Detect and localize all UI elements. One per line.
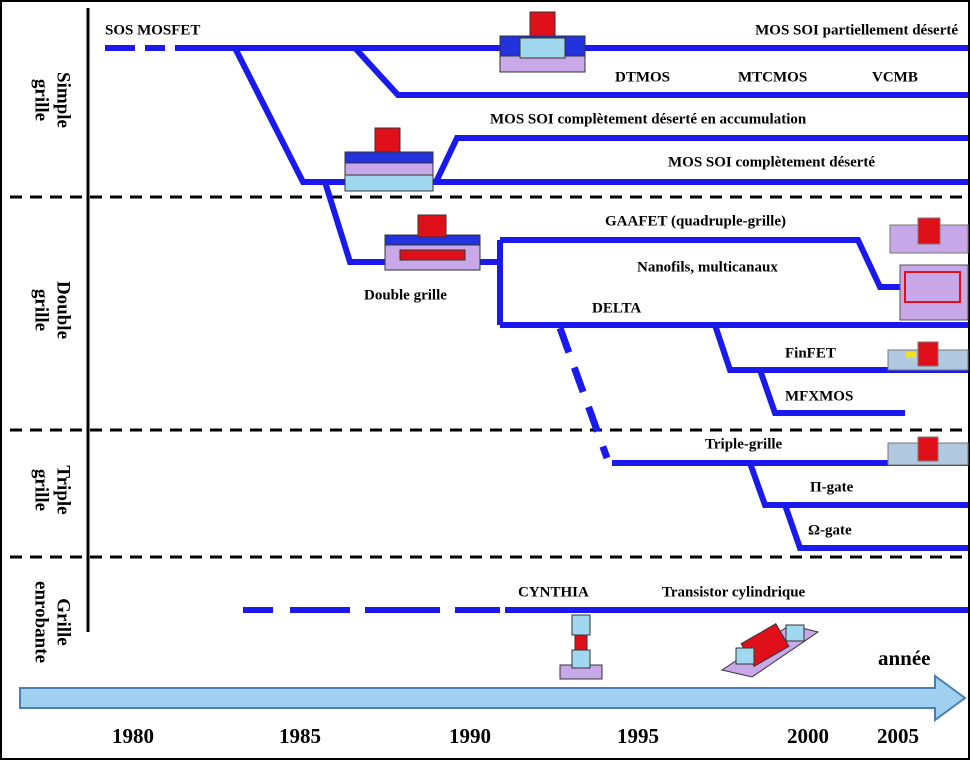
year-label: 1980: [112, 724, 154, 748]
branch: [433, 135, 968, 184]
branch: [782, 504, 968, 551]
icon: [785, 624, 805, 642]
branch-label: Triple-grille: [705, 436, 783, 452]
branch: [500, 237, 900, 290]
branch-label: Π-gate: [810, 479, 854, 495]
branch: [232, 46, 968, 185]
branch-label: SOS MOSFET: [105, 22, 200, 38]
timeline-label: année: [878, 646, 931, 670]
branch-label: FinFET: [785, 345, 836, 361]
year-label: 2005: [877, 724, 919, 748]
device-icons: [344, 11, 969, 680]
icon: [519, 37, 566, 59]
branch-label: Transistor cylindrique: [662, 584, 806, 600]
icon: [571, 614, 591, 636]
year-label: 1995: [617, 724, 659, 748]
section-label: grille: [31, 289, 52, 331]
icon: [906, 352, 916, 358]
year-label: 1985: [279, 724, 321, 748]
timeline-arrow: [19, 674, 967, 722]
branch-label: MFXMOS: [785, 388, 853, 404]
icon: [417, 214, 447, 238]
icon: [899, 264, 969, 321]
section-label: Simple: [53, 72, 74, 128]
branch-label: DELTA: [592, 300, 641, 316]
branch-label: MTCMOS: [738, 69, 807, 85]
branch-label: MOS SOI complètement déserté en accumula…: [490, 111, 807, 127]
section-label: Double: [53, 281, 74, 339]
icon: [529, 11, 556, 37]
section-label: Grille: [53, 598, 74, 645]
icon: [904, 271, 961, 303]
branch-label: DTMOS: [615, 69, 670, 85]
icon: [374, 127, 401, 153]
section-label: enrobante: [31, 581, 52, 663]
icon: [344, 174, 434, 192]
section-label: grille: [31, 79, 52, 121]
icon: [917, 436, 939, 462]
branch: [747, 461, 968, 508]
icon: [735, 647, 755, 665]
branch-dash: [556, 326, 611, 460]
section-label: grille: [31, 469, 52, 511]
icon: [574, 634, 588, 651]
branch-label: Nanofils, multicanaux: [637, 259, 778, 275]
year-label: 1990: [449, 724, 491, 748]
icon: [571, 649, 591, 669]
year-label: 2000: [787, 724, 829, 748]
branch-label: MOS SOI partiellement déserté: [755, 22, 958, 38]
branch-label: Ω-gate: [808, 522, 852, 538]
branch: [757, 369, 905, 416]
branch-label: Double grille: [364, 287, 447, 303]
icon: [399, 249, 466, 261]
branch-label: MOS SOI complètement déserté: [668, 154, 875, 170]
section-label: Triple: [53, 465, 74, 514]
branch-label: GAAFET (quadruple-grille): [605, 213, 786, 229]
branch-label: CYNTHIA: [518, 584, 589, 600]
icon: [344, 162, 434, 176]
branch-label: VCMB: [872, 69, 918, 85]
icon: [917, 341, 939, 367]
icon: [917, 217, 941, 245]
branch: [352, 45, 968, 98]
icon: [344, 151, 434, 164]
